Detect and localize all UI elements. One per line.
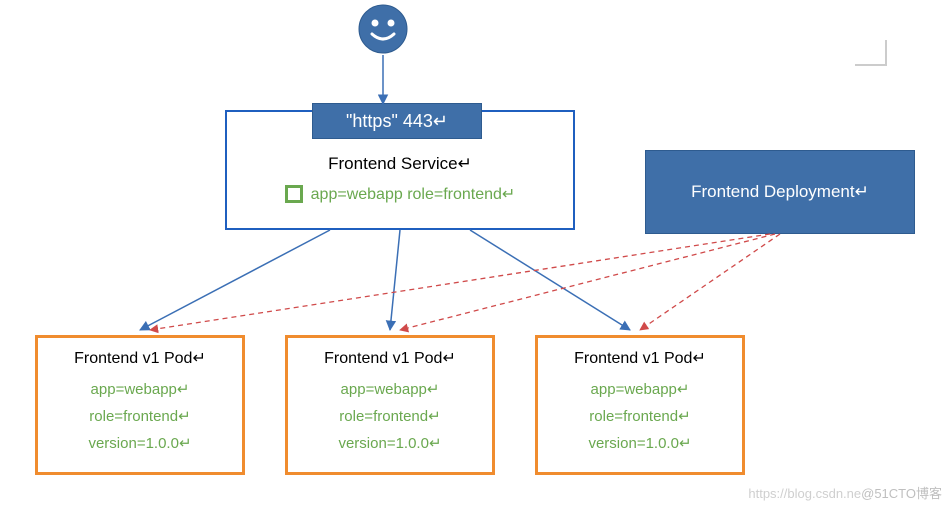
selector-square-icon [285, 185, 303, 203]
service-title: Frontend Service↵ [227, 154, 573, 174]
watermark-text: https://blog.csdn.ne@51CTO博客 [748, 483, 942, 502]
frontend-deployment-box: Frontend Deployment↵ [645, 150, 915, 234]
service-selector-row: app=webapp role=frontend↵ [227, 184, 573, 204]
user-icon [358, 4, 408, 54]
pod-label: role=frontend↵ [296, 403, 484, 430]
pod-title: Frontend v1 Pod↵ [46, 348, 234, 368]
service-port-badge: "https" 443↵ [312, 103, 482, 139]
pod-label: version=1.0.0↵ [296, 430, 484, 457]
pod-label: version=1.0.0↵ [46, 430, 234, 457]
pod-box-3: Frontend v1 Pod↵ app=webapp↵ role=fronte… [535, 335, 745, 475]
watermark-right: @51CTO博客 [861, 486, 942, 501]
pod-label: role=frontend↵ [46, 403, 234, 430]
pod-title: Frontend v1 Pod↵ [546, 348, 734, 368]
pod-title: Frontend v1 Pod↵ [296, 348, 484, 368]
pod-box-1: Frontend v1 Pod↵ app=webapp↵ role=fronte… [35, 335, 245, 475]
pod-label: version=1.0.0↵ [546, 430, 734, 457]
watermark-left: https://blog.csdn.ne [748, 486, 861, 501]
pod-label: app=webapp↵ [546, 376, 734, 403]
pod-label: app=webapp↵ [296, 376, 484, 403]
pod-box-2: Frontend v1 Pod↵ app=webapp↵ role=fronte… [285, 335, 495, 475]
pod-label: role=frontend↵ [546, 403, 734, 430]
deployment-text: Frontend Deployment↵ [691, 182, 869, 202]
pod-label: app=webapp↵ [46, 376, 234, 403]
service-selector-text: app=webapp role=frontend↵ [311, 184, 516, 204]
port-badge-text: "https" 443↵ [346, 111, 448, 132]
frontend-service-box: "https" 443↵ Frontend Service↵ app=webap… [225, 110, 575, 230]
corner-mark-icon [855, 40, 887, 66]
